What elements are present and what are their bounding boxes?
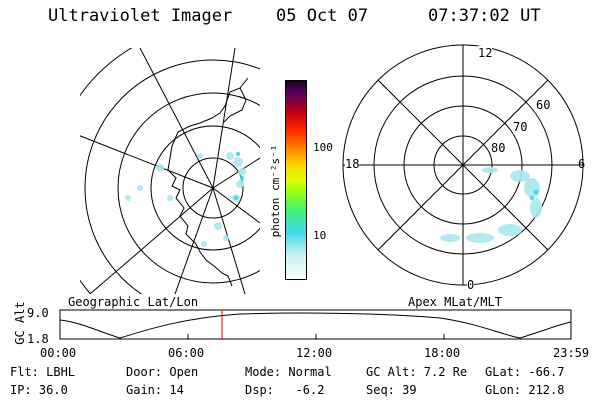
door-info: Door: Open <box>126 365 199 379</box>
observation-time: 07:37:02 UT <box>428 6 541 26</box>
timeline-x-tick-1200: 12:00 <box>296 346 333 360</box>
dsp-info: Dsp: -6.2 <box>245 383 325 397</box>
instrument-title: Ultraviolet Imager <box>48 6 233 26</box>
timeline-x-tick-0600: 06:00 <box>168 346 205 360</box>
timeline-x-tick-2359: 23:59 <box>553 346 590 360</box>
right-map-caption: Apex MLat/MLT <box>408 295 502 309</box>
altitude-timeline <box>59 309 572 340</box>
mlt-label-12: 12 <box>478 46 493 60</box>
colorbar-tick-100: 100 <box>313 141 333 154</box>
geographic-map <box>80 48 260 294</box>
timeline-x-tick-0000: 00:00 <box>40 346 77 360</box>
mlt-label-6: 6 <box>578 157 586 171</box>
timeline-x-tick-1800: 18:00 <box>424 346 461 360</box>
gc-alt-info: GC Alt: 7.2 Re <box>366 365 468 379</box>
seq-info: Seq: 39 <box>366 383 417 397</box>
glon-info: GLon: 212.8 <box>485 383 565 397</box>
timeline-y-tick-max: 9.0 <box>27 306 49 320</box>
ip-info: IP: 36.0 <box>10 383 68 397</box>
magnetic-polar-plot <box>342 44 584 286</box>
colorbar <box>285 80 307 280</box>
mlat-label-70: 70 <box>513 120 528 134</box>
mlt-label-18: 18 <box>345 157 360 171</box>
colorbar-unit-label: photon cm⁻²s⁻¹ <box>269 144 282 238</box>
observation-date: 05 Oct 07 <box>276 6 369 26</box>
filter-info: Flt: LBHL <box>10 365 76 379</box>
colorbar-tick-10: 10 <box>313 229 327 242</box>
mlat-label-80: 80 <box>491 141 506 155</box>
glat-info: GLat: -66.7 <box>485 365 565 379</box>
mlat-label-60: 60 <box>536 98 551 112</box>
left-map-caption: Geographic Lat/Lon <box>68 295 199 309</box>
gain-info: Gain: 14 <box>126 383 184 397</box>
timeline-y-tick-min: 1.8 <box>27 332 49 346</box>
mode-info: Mode: Normal <box>245 365 332 379</box>
timeline-y-label: GC Alt <box>13 301 27 345</box>
mlt-label-0: 0 <box>467 278 475 292</box>
